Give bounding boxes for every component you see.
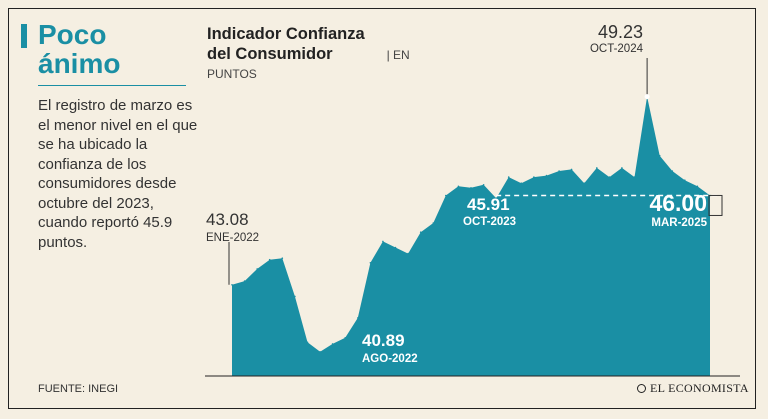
brand-icon xyxy=(637,384,646,393)
data-point xyxy=(457,185,460,188)
accent-bar xyxy=(21,24,27,48)
data-point xyxy=(671,170,674,172)
data-point xyxy=(570,168,573,171)
data-point xyxy=(696,185,699,188)
chart-title-text: Indicador Confianza del Consumidor xyxy=(207,25,365,63)
brand-text: EL ECONOMISTA xyxy=(650,381,749,395)
data-point xyxy=(684,179,686,181)
data-point xyxy=(432,222,435,224)
chart-unit-b: PUNTOS xyxy=(207,67,257,81)
data-point xyxy=(407,252,409,255)
chart-title: Indicador Confianza del Consumidor | EN … xyxy=(207,24,410,83)
data-point xyxy=(268,258,271,261)
peak-marker xyxy=(644,94,650,100)
data-point xyxy=(558,170,560,172)
data-point xyxy=(344,337,347,339)
annotation-label-ago-2022: AGO-2022 xyxy=(362,353,418,365)
annotation-label-ene-2022: ENE-2022 xyxy=(206,232,259,244)
data-point xyxy=(231,284,233,286)
annotation-value-mar-2025: 46.00 xyxy=(649,190,707,216)
data-point xyxy=(596,167,598,169)
data-point xyxy=(633,176,636,178)
data-point xyxy=(545,174,548,177)
annotation-value-ene-2022: 43.08 xyxy=(206,210,249,229)
annotation-value-oct-2023: 45.91 xyxy=(467,195,510,214)
data-point xyxy=(608,176,611,178)
annotation-label-mar-2025: MAR-2025 xyxy=(651,217,707,229)
data-point xyxy=(445,194,447,197)
annotation-value-ago-2022: 40.89 xyxy=(362,331,405,350)
data-point xyxy=(419,231,422,233)
source: FUENTE: INEGI xyxy=(38,383,119,395)
data-point xyxy=(306,341,309,344)
chart-unit-a: | EN xyxy=(386,48,410,62)
data-point xyxy=(470,187,472,189)
data-point xyxy=(621,167,623,169)
data-point xyxy=(369,262,372,264)
data-point xyxy=(658,154,661,157)
data-point xyxy=(394,246,397,249)
data-point xyxy=(520,182,523,184)
data-point xyxy=(357,317,359,319)
data-point xyxy=(382,240,384,243)
annotation-label-oct-2024: OCT-2024 xyxy=(590,43,644,55)
data-point xyxy=(319,351,321,353)
data-point xyxy=(256,268,259,270)
annotation-value-oct-2024: 49.23 xyxy=(598,22,643,42)
series-area xyxy=(232,96,710,376)
data-point xyxy=(495,197,498,199)
data-point xyxy=(331,343,334,345)
data-point xyxy=(482,184,485,186)
data-point xyxy=(583,182,585,184)
description: El registro de marzo es el menor nivel e… xyxy=(38,97,198,251)
data-point xyxy=(533,176,535,178)
annotation-label-oct-2023: OCT-2023 xyxy=(463,216,516,228)
frame xyxy=(8,8,756,409)
headline: Poco ánimo xyxy=(38,19,121,79)
brand-logo: EL ECONOMISTA xyxy=(637,381,749,396)
headline-rule xyxy=(38,85,186,86)
data-point xyxy=(243,280,246,282)
data-point xyxy=(294,295,296,298)
reference-bracket xyxy=(708,194,723,216)
data-point xyxy=(281,257,284,260)
data-point xyxy=(507,176,510,178)
